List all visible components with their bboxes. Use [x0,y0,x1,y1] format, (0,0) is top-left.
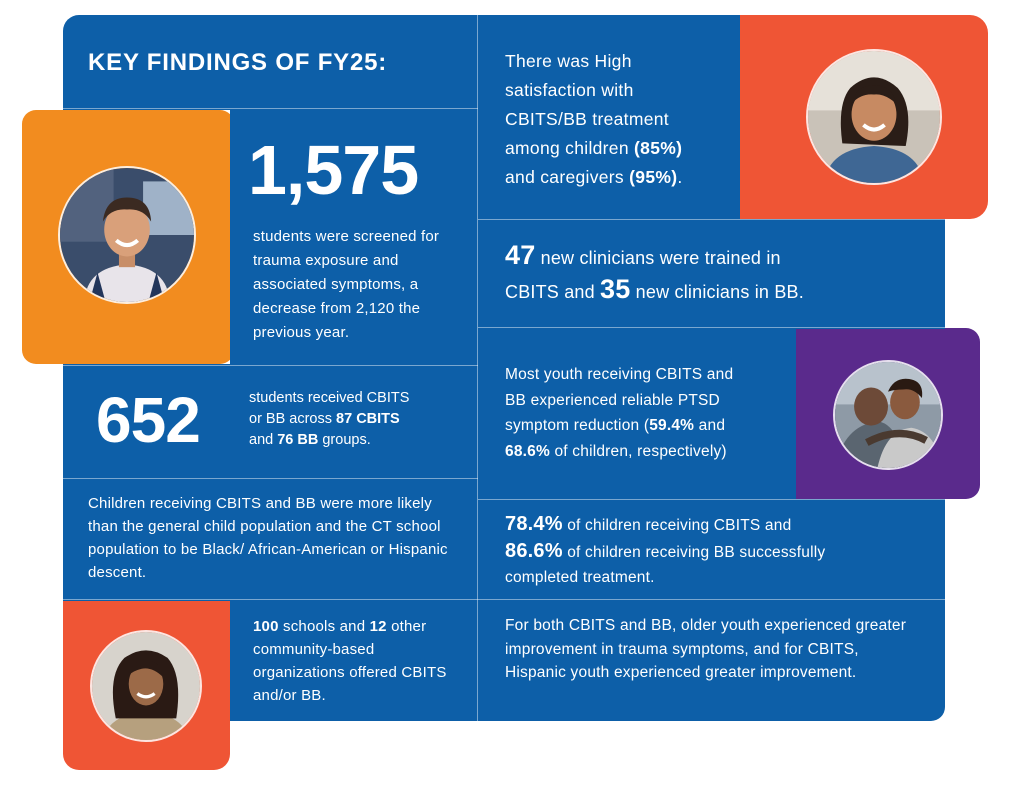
satisfaction-line-4: among children (85%) [505,138,683,158]
ptsd-line-2: BB experienced reliable PTSD [505,391,720,409]
boy-photo-image [60,168,194,302]
ptsd-text: Most youth receiving CBITS and BB experi… [505,362,733,464]
bb-groups-count: 76 BB [277,432,319,448]
organizations-count: 12 [369,618,387,635]
divider-ptsd [478,499,945,500]
satisfaction-line-1: There was High [505,51,632,71]
satisfaction-text: There was High satisfaction with CBITS/B… [505,47,683,192]
cbits-reduction-pct: 59.4% [649,417,695,434]
cbits-clinicians-count: 47 [505,240,536,270]
received-number: 652 [96,384,201,456]
screened-number: 1,575 [248,131,419,209]
teen-girl-photo-image [92,632,200,740]
ptsd-line-3: symptom reduction (59.4% and [505,417,726,434]
children-satisfaction-pct: (85%) [634,138,683,158]
clinicians-line-2: CBITS and 35 new clinicians in BB. [505,274,804,304]
received-line-2: or BB across 87 CBITS [249,411,400,427]
smiling-boy-photo [58,166,196,304]
panel-right-lower [478,499,945,721]
clinicians-text: 47 new clinicians were trained in CBITS … [505,240,804,308]
divider-screened [63,365,478,366]
divider-clinicians [478,327,945,328]
ptsd-line-4: 68.6% of children, respectively) [505,442,727,460]
hug-photo [833,360,943,470]
girl-photo-image [808,51,940,183]
panel-schools [230,599,478,721]
ptsd-line-1: Most youth receiving CBITS and [505,366,734,383]
panel-ptsd [478,328,796,501]
schools-text: 100 schools and 12 other community-based… [253,618,447,704]
received-line-1: students received CBITS [249,390,410,406]
screened-text: students were screened for trauma exposu… [253,228,440,341]
smiling-teen-girl-photo [90,630,202,742]
completion-text: 78.4% of children receiving CBITS and 86… [505,512,825,591]
satisfaction-line-3: CBITS/BB treatment [505,109,669,129]
divider-demographics [63,599,478,600]
divider-title [63,108,478,109]
schools-count: 100 [253,618,279,635]
satisfaction-line-5: and caregivers (95%). [505,167,683,187]
clinicians-line-1: 47 new clinicians were trained in [505,240,781,270]
satisfaction-line-2: satisfaction with [505,80,634,100]
bb-reduction-pct: 68.6% [505,442,550,460]
center-divider [477,15,478,721]
panel-screened [230,108,478,366]
completion-line-1: 78.4% of children receiving CBITS and [505,513,792,535]
hug-photo-image [835,362,941,468]
completion-line-3: completed treatment. [505,569,655,586]
panel-right-middle [478,219,945,329]
divider-completion [478,599,945,600]
completion-line-2: 86.6% of children receiving BB successfu… [505,539,826,562]
cbits-completion-pct: 78.4% [505,513,563,535]
older-youth-text: For both CBITS and BB, older youth exper… [505,617,907,681]
received-text: students received CBITS or BB across 87 … [249,388,409,451]
demographics-text: Children receiving CBITS and BB were mor… [88,495,448,581]
smiling-girl-photo [806,49,942,185]
received-line-3: and 76 BB groups. [249,432,371,448]
panel-left-lower [63,364,478,601]
page-title: KEY FINDINGS OF FY25: [88,49,388,76]
panel-title [63,15,478,110]
panel-satisfaction [478,15,740,220]
divider-satisfaction [478,219,945,220]
divider-received [63,478,478,479]
bb-clinicians-count: 35 [600,274,631,304]
caregivers-satisfaction-pct: (95%) [629,167,678,187]
bb-completion-pct: 86.6% [505,539,563,562]
cbits-groups-count: 87 CBITS [336,411,400,427]
